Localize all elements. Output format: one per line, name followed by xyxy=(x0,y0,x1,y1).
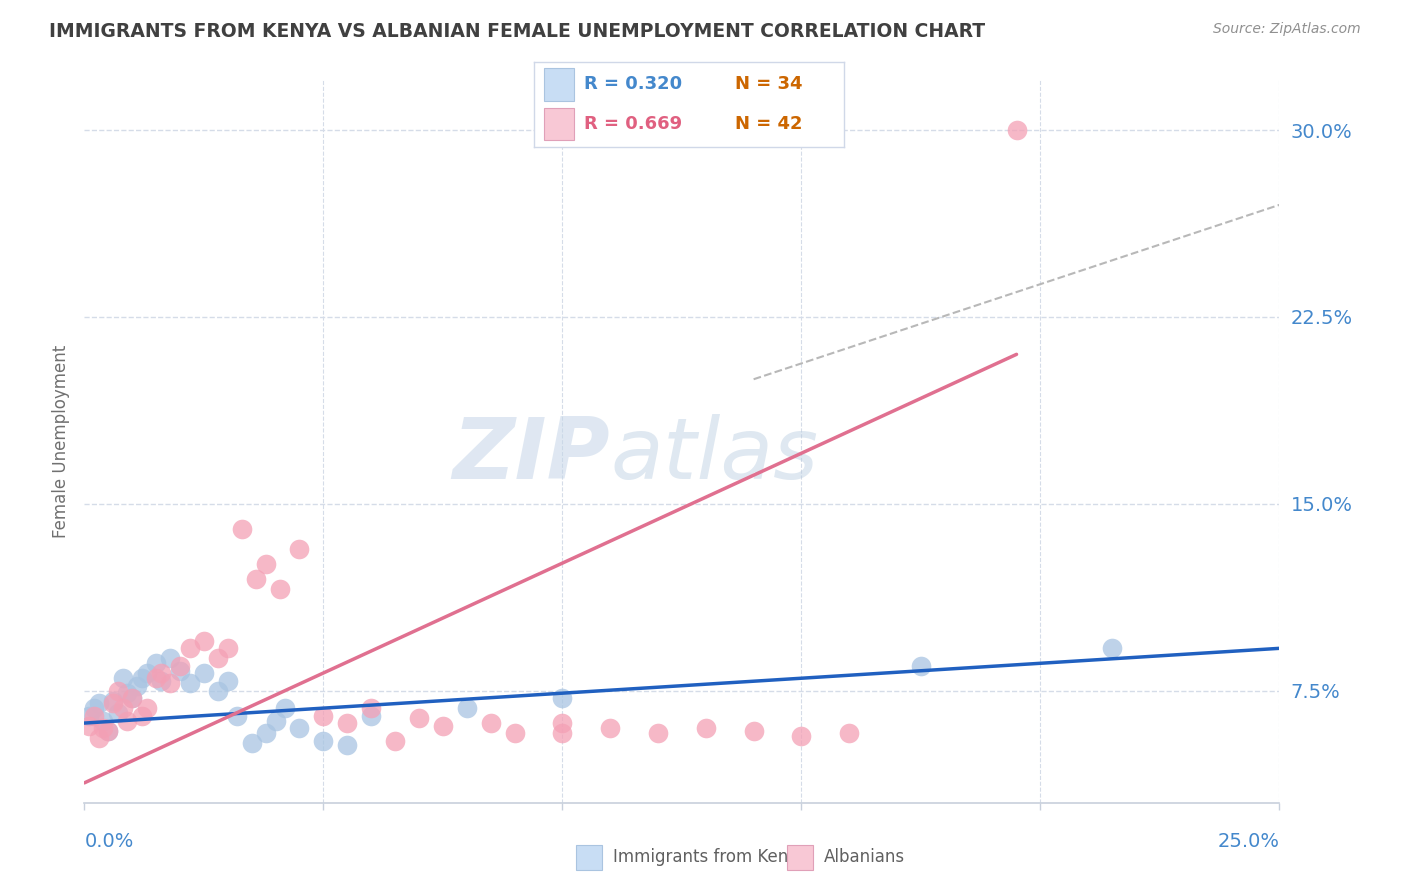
Text: N = 34: N = 34 xyxy=(735,76,803,94)
Point xyxy=(87,696,110,710)
Point xyxy=(117,686,139,700)
Point xyxy=(93,721,115,735)
Text: 25.0%: 25.0% xyxy=(1218,831,1279,851)
Point xyxy=(408,711,430,725)
Point xyxy=(83,701,105,715)
Point xyxy=(121,691,143,706)
Text: R = 0.669: R = 0.669 xyxy=(583,115,682,133)
Point xyxy=(432,718,454,732)
Point xyxy=(336,716,359,731)
Text: N = 42: N = 42 xyxy=(735,115,803,133)
Point xyxy=(131,708,153,723)
Text: Immigrants from Kenya: Immigrants from Kenya xyxy=(613,848,808,866)
Point xyxy=(551,726,574,740)
Y-axis label: Female Unemployment: Female Unemployment xyxy=(52,345,70,538)
Point xyxy=(312,733,335,747)
Point xyxy=(117,714,139,728)
Point xyxy=(288,721,311,735)
Point xyxy=(479,716,502,731)
Point xyxy=(159,651,181,665)
Point xyxy=(107,706,129,720)
Point xyxy=(226,708,249,723)
Point xyxy=(159,676,181,690)
Text: R = 0.320: R = 0.320 xyxy=(583,76,682,94)
Point xyxy=(131,671,153,685)
Point xyxy=(312,708,335,723)
Point xyxy=(217,673,239,688)
Point xyxy=(1005,123,1028,137)
Point xyxy=(97,723,120,738)
Point xyxy=(179,676,201,690)
Point xyxy=(647,726,669,740)
Point xyxy=(149,666,172,681)
Bar xyxy=(544,69,575,101)
Point xyxy=(83,708,105,723)
Point xyxy=(207,683,229,698)
Point xyxy=(169,664,191,678)
Point xyxy=(269,582,291,596)
Point xyxy=(217,641,239,656)
Text: 0.0%: 0.0% xyxy=(84,831,134,851)
Point xyxy=(274,701,297,715)
Text: IMMIGRANTS FROM KENYA VS ALBANIAN FEMALE UNEMPLOYMENT CORRELATION CHART: IMMIGRANTS FROM KENYA VS ALBANIAN FEMALE… xyxy=(49,22,986,41)
Text: Albanians: Albanians xyxy=(824,848,905,866)
Point xyxy=(107,683,129,698)
Point xyxy=(360,701,382,715)
Point xyxy=(135,701,157,715)
Text: Source: ZipAtlas.com: Source: ZipAtlas.com xyxy=(1213,22,1361,37)
Point xyxy=(111,671,134,685)
Point xyxy=(149,673,172,688)
Point xyxy=(503,726,526,740)
Point xyxy=(1101,641,1123,656)
Point xyxy=(193,666,215,681)
Point xyxy=(742,723,765,738)
Point xyxy=(599,721,621,735)
Point xyxy=(77,718,100,732)
Point xyxy=(121,691,143,706)
Point xyxy=(360,708,382,723)
Point xyxy=(169,658,191,673)
Point xyxy=(145,657,167,671)
Point xyxy=(384,733,406,747)
Point xyxy=(264,714,287,728)
Point xyxy=(125,679,148,693)
Point xyxy=(97,723,120,738)
Text: ZIP: ZIP xyxy=(453,415,610,498)
Point xyxy=(207,651,229,665)
Point xyxy=(254,726,277,740)
Point xyxy=(101,696,124,710)
Point xyxy=(456,701,478,715)
Point xyxy=(910,658,932,673)
Point xyxy=(145,671,167,685)
Point xyxy=(111,701,134,715)
Point xyxy=(551,716,574,731)
Text: atlas: atlas xyxy=(610,415,818,498)
Point xyxy=(245,572,267,586)
Point xyxy=(87,731,110,745)
Point xyxy=(254,557,277,571)
Point xyxy=(179,641,201,656)
Point xyxy=(695,721,717,735)
Point xyxy=(838,726,860,740)
Point xyxy=(77,708,100,723)
Point xyxy=(93,714,115,728)
Point xyxy=(101,693,124,707)
Point xyxy=(135,666,157,681)
Point xyxy=(240,736,263,750)
Point xyxy=(551,691,574,706)
Point xyxy=(790,729,813,743)
Point xyxy=(288,541,311,556)
Point xyxy=(336,739,359,753)
Point xyxy=(193,633,215,648)
Bar xyxy=(544,108,575,140)
Point xyxy=(231,522,253,536)
